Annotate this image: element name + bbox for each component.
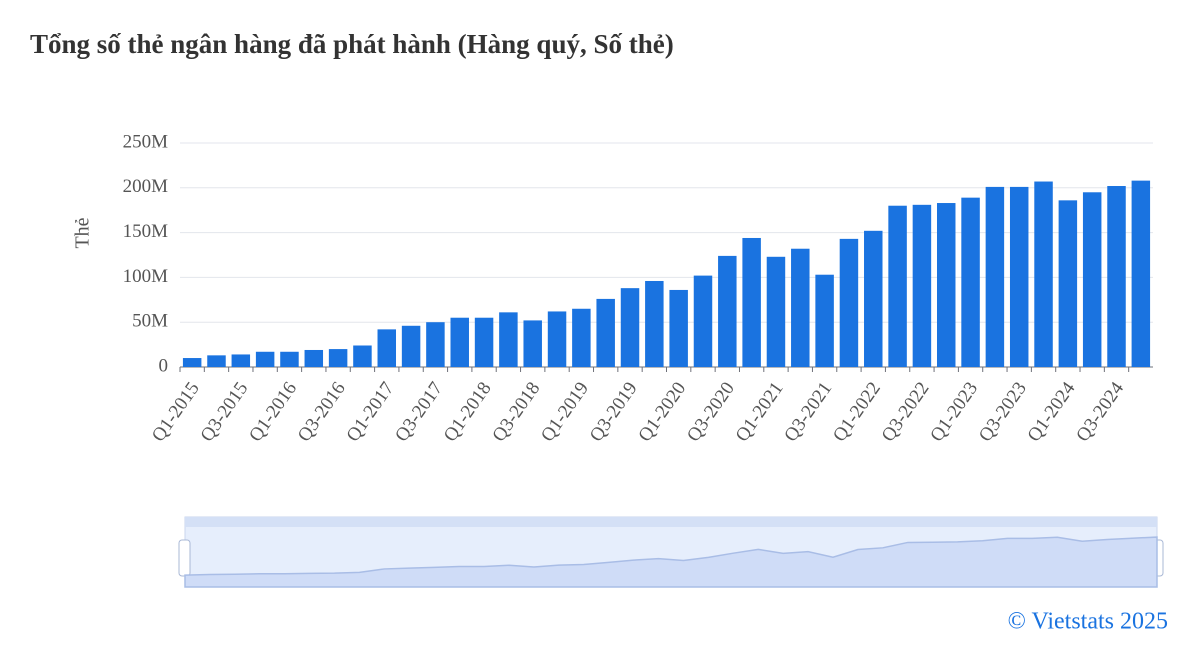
bar (1058, 200, 1078, 367)
x-tick-label: Q1-2022 (829, 378, 885, 445)
x-tick-label: Q1-2024 (1024, 378, 1080, 446)
footer: © Vietstats 2025 (1008, 609, 1168, 635)
y-tick-label: 50M (132, 311, 168, 332)
bar (450, 317, 469, 367)
x-tick-label: Q3-2019 (586, 378, 642, 445)
bar (401, 325, 421, 367)
bar (669, 289, 688, 367)
x-tick-label: Q1-2019 (537, 378, 593, 445)
bar (255, 351, 275, 367)
bar (1082, 192, 1102, 367)
bar (766, 256, 786, 367)
bar (304, 349, 324, 367)
bar (474, 317, 494, 367)
x-tick-label: Q1-2023 (926, 378, 982, 445)
zoom-handle[interactable] (178, 539, 191, 577)
bar (1034, 181, 1053, 367)
bar (1009, 186, 1029, 367)
bar (1131, 180, 1151, 367)
bar (864, 230, 883, 367)
bar (377, 329, 397, 367)
bar (207, 355, 226, 367)
x-tick-label: Q1-2020 (634, 378, 690, 445)
bar (572, 308, 591, 367)
bar (1107, 186, 1126, 367)
bar (231, 354, 251, 367)
zoom-slider-bar[interactable] (185, 517, 1157, 527)
bar (742, 237, 761, 367)
x-tick-label: Q3-2022 (878, 378, 934, 445)
bar (936, 203, 956, 367)
x-tick-label: Q3-2023 (975, 378, 1031, 445)
bar (815, 274, 834, 367)
bar (985, 186, 1005, 367)
bar (523, 320, 542, 367)
y-tick-label: 250M (123, 131, 169, 152)
bar (280, 351, 299, 367)
x-tick-label: Q3-2024 (1072, 378, 1128, 446)
x-tick-label: Q3-2015 (197, 378, 253, 445)
bar (839, 238, 859, 367)
bar (791, 248, 810, 367)
bar (693, 275, 713, 367)
y-tick-label: 150M (123, 221, 169, 242)
chart-title: Tổng số thẻ ngân hàng đã phát hành (Hàng… (30, 29, 674, 59)
bar (499, 312, 518, 367)
y-tick-label: 0 (159, 355, 169, 376)
bar (961, 197, 980, 367)
x-tick-label: Q3-2020 (683, 378, 739, 445)
bar (353, 345, 372, 367)
zoom-preview-area (184, 536, 1158, 588)
x-tick-label: Q1-2015 (148, 378, 204, 445)
bar (182, 358, 202, 367)
bar (620, 288, 640, 367)
bar (912, 204, 932, 367)
bar (888, 205, 907, 367)
x-tick-label: Q3-2016 (294, 378, 350, 445)
y-tick-label: 200M (123, 176, 169, 197)
bar (328, 349, 348, 367)
bar (718, 255, 737, 367)
x-tick-label: Q3-2017 (391, 378, 447, 445)
x-tick-label: Q1-2018 (440, 378, 496, 445)
bar (645, 280, 664, 367)
bar (426, 322, 445, 367)
x-tick-label: Q3-2021 (780, 378, 836, 445)
y-tick-label: 100M (123, 266, 169, 287)
x-tick-label: Q3-2018 (488, 378, 544, 445)
bar (596, 298, 615, 367)
x-tick-label: Q1-2017 (342, 378, 398, 445)
y-axis-label: Thẻ (72, 217, 94, 248)
bar (547, 311, 567, 367)
x-tick-label: Q1-2016 (245, 378, 301, 445)
x-tick-label: Q1-2021 (732, 378, 788, 445)
